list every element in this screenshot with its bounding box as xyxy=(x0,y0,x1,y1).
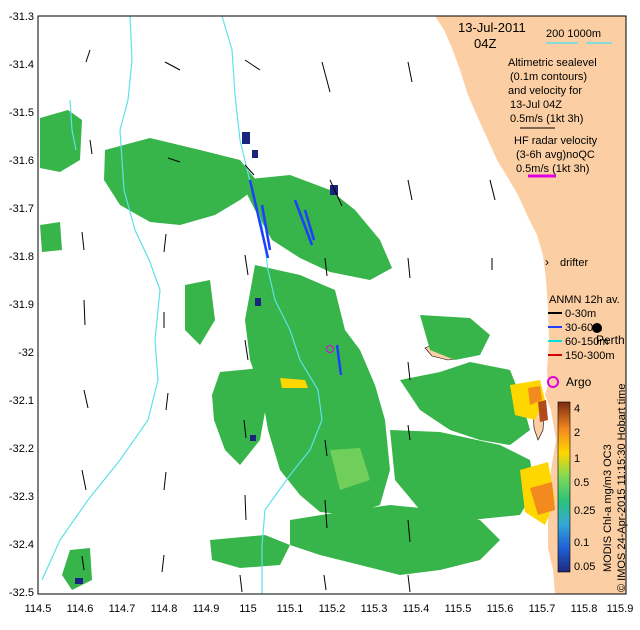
argo-marker xyxy=(547,376,559,388)
svg-text:drifter: drifter xyxy=(560,257,588,269)
city-label: Perth xyxy=(596,333,625,347)
drifter-marker xyxy=(326,345,334,353)
time-label: 04Z xyxy=(474,36,496,51)
svg-text:-32.4: -32.4 xyxy=(9,539,34,551)
svg-text:115.3: 115.3 xyxy=(361,603,388,615)
svg-text:and velocity for: and velocity for xyxy=(508,85,582,97)
svg-text:115.2: 115.2 xyxy=(319,603,346,615)
svg-text:115.5: 115.5 xyxy=(445,603,472,615)
colorbar-tick: 2 xyxy=(574,427,580,439)
argo-label: Argo xyxy=(566,375,592,389)
svg-text:-32.2: -32.2 xyxy=(9,443,34,455)
svg-text:114.9: 114.9 xyxy=(193,603,220,615)
svg-text:115.6: 115.6 xyxy=(487,603,514,615)
plot-frame xyxy=(37,15,627,595)
svg-text:30-60m: 30-60m xyxy=(565,322,602,334)
colorbar-tick: 1 xyxy=(574,453,580,465)
svg-text:115.7: 115.7 xyxy=(529,603,556,615)
colorbar-ticks: 4 2 1 0.5 0.25 0.1 0.05 xyxy=(574,403,595,573)
svg-text:115.9: 115.9 xyxy=(607,603,634,615)
svg-text:-32.5: -32.5 xyxy=(9,587,34,599)
anmn-legend: ANMN 12h av. 0-30m 30-60m 60-150m 150-30… xyxy=(548,294,620,362)
svg-text:Altimetric sealevel: Altimetric sealevel xyxy=(508,57,597,69)
svg-text:60-150m: 60-150m xyxy=(565,336,608,348)
current-arrows xyxy=(248,179,343,376)
svg-text:-31.4: -31.4 xyxy=(9,59,34,71)
svg-text:(0.1m contours): (0.1m contours) xyxy=(510,71,587,83)
x-axis: 114.5 114.6 114.7 114.8 114.9 115 115.1 … xyxy=(25,603,634,615)
altimetry-legend: Altimetric sealevel (0.1m contours) and … xyxy=(508,57,597,125)
colorbar-title: MODIS Chl-a mg/m3 OC3 xyxy=(602,444,614,572)
svg-text:(3-6h avg)noQC: (3-6h avg)noQC xyxy=(516,149,595,161)
svg-text:-32: -32 xyxy=(18,347,34,359)
svg-text:0.5m/s (1kt 3h): 0.5m/s (1kt 3h) xyxy=(516,163,589,175)
svg-text:115.8: 115.8 xyxy=(571,603,598,615)
y-axis: -31.3 -31.4 -31.5 -31.6 -31.7 -31.8 -31.… xyxy=(9,11,34,599)
svg-text:ANMN 12h av.: ANMN 12h av. xyxy=(549,294,620,306)
svg-text:-31.8: -31.8 xyxy=(9,251,34,263)
cloud-edge-pixels xyxy=(75,132,338,584)
date-label: 13-Jul-2011 xyxy=(458,20,526,35)
svg-text:-31.6: -31.6 xyxy=(9,155,34,167)
svg-text:114.6: 114.6 xyxy=(67,603,94,615)
bathymetry-legend: 200 1000m xyxy=(546,28,601,40)
colorbar-tick: 0.05 xyxy=(574,561,595,573)
svg-text:114.7: 114.7 xyxy=(109,603,136,615)
svg-text:0.5m/s (1kt 3h): 0.5m/s (1kt 3h) xyxy=(510,113,583,125)
svg-text:115.4: 115.4 xyxy=(403,603,430,615)
svg-text:-32.1: -32.1 xyxy=(9,395,34,407)
land-mass xyxy=(435,16,626,594)
drifter-legend: › drifter xyxy=(545,255,588,269)
svg-text:-32.3: -32.3 xyxy=(9,491,34,503)
colorbar-tick: 0.25 xyxy=(574,505,595,517)
svg-text:›: › xyxy=(545,255,549,269)
svg-text:-31.7: -31.7 xyxy=(9,203,34,215)
colorbar-tick: 0.1 xyxy=(574,537,589,549)
svg-text:13-Jul 04Z: 13-Jul 04Z xyxy=(510,99,562,111)
hf-radar-legend: HF radar velocity (3-6h avg)noQC 0.5m/s … xyxy=(514,135,598,175)
svg-text:115: 115 xyxy=(239,603,257,615)
mooring-marker xyxy=(592,323,602,333)
svg-text:114.8: 114.8 xyxy=(151,603,178,615)
credit-text: © IMOS 24-Apr-2015 11:15:30 Hobart time xyxy=(616,384,628,592)
svg-text:115.1: 115.1 xyxy=(277,603,304,615)
svg-text:114.5: 114.5 xyxy=(25,603,52,615)
svg-text:150-300m: 150-300m xyxy=(565,350,615,362)
colorbar-tick: 0.5 xyxy=(574,477,589,489)
altimetry-arrows xyxy=(81,49,496,593)
colorbar-tick: 4 xyxy=(574,403,580,415)
svg-text:-31.3: -31.3 xyxy=(9,11,34,23)
svg-text:-31.9: -31.9 xyxy=(9,299,34,311)
svg-text:HF radar velocity: HF radar velocity xyxy=(514,135,598,147)
colorbar xyxy=(557,401,571,573)
svg-text:-31.5: -31.5 xyxy=(9,107,34,119)
bathymetry-contours xyxy=(41,15,323,594)
svg-text:0-30m: 0-30m xyxy=(565,308,596,320)
